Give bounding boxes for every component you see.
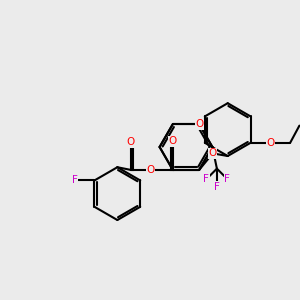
Text: F: F — [214, 182, 220, 192]
Text: F: F — [203, 174, 209, 184]
Text: F: F — [72, 176, 78, 185]
Text: O: O — [196, 119, 204, 129]
Text: O: O — [266, 138, 275, 148]
Text: O: O — [126, 137, 135, 147]
Text: O: O — [169, 136, 177, 146]
Text: O: O — [146, 165, 154, 175]
Text: F: F — [224, 174, 230, 184]
Text: O: O — [208, 148, 217, 158]
